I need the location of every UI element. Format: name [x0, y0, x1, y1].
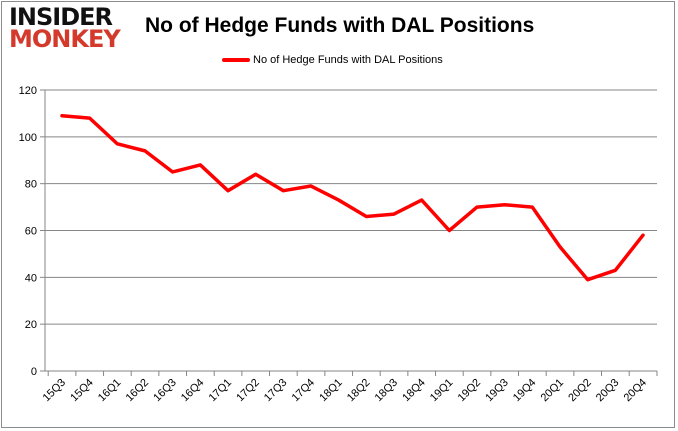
x-tick-label: 20Q3 — [594, 377, 622, 405]
x-tick-label: 17Q3 — [262, 377, 290, 405]
x-tick-label: 17Q1 — [207, 377, 235, 405]
x-tick-label: 19Q4 — [511, 377, 539, 405]
x-tick-label: 19Q1 — [428, 377, 456, 405]
x-tick-label: 16Q3 — [151, 377, 179, 405]
x-tick-label: 15Q3 — [41, 377, 69, 405]
series-line — [60, 114, 645, 282]
y-tick-label: 60 — [25, 226, 37, 238]
x-tick-label: 16Q4 — [179, 377, 207, 405]
x-tick-label: 15Q4 — [68, 377, 96, 405]
y-tick-label: 120 — [19, 85, 37, 97]
x-tick-label: 18Q1 — [317, 377, 345, 405]
x-tick-label: 20Q4 — [622, 377, 650, 405]
y-tick-label: 100 — [19, 132, 37, 144]
insider-monkey-logo: INSIDER MONKEY — [9, 3, 121, 53]
x-tick-label: 17Q2 — [234, 377, 262, 405]
legend-label: No of Hedge Funds with DAL Positions — [253, 54, 443, 66]
y-tick-label: 40 — [25, 272, 37, 284]
y-tick-label: 0 — [31, 366, 37, 378]
x-tick-label: 16Q2 — [124, 377, 152, 405]
logo-line1: INSIDER — [9, 3, 113, 31]
x-tick-label: 16Q1 — [96, 377, 124, 405]
chart-title: No of Hedge Funds with DAL Positions — [145, 14, 535, 37]
legend-swatch — [222, 58, 250, 62]
x-tick-label: 20Q1 — [539, 377, 567, 405]
x-tick-label: 18Q2 — [345, 377, 373, 405]
x-tick-label: 18Q3 — [373, 377, 401, 405]
logo-line2: MONKEY — [9, 25, 121, 53]
x-tick-label: 17Q4 — [290, 377, 318, 405]
y-tick-label: 20 — [25, 319, 37, 331]
x-tick-label: 19Q3 — [483, 377, 511, 405]
x-tick-label: 19Q2 — [456, 377, 484, 405]
legend: No of Hedge Funds with DAL Positions — [222, 54, 443, 66]
y-tick-label: 80 — [25, 179, 37, 191]
x-tick-label: 20Q2 — [566, 377, 594, 405]
x-tick-label: 18Q4 — [400, 377, 428, 405]
